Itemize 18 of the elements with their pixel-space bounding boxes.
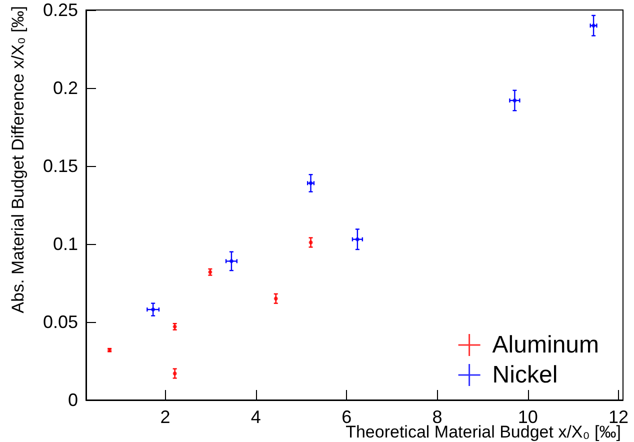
point bbox=[229, 259, 234, 264]
y-tick-label: 0.15 bbox=[42, 156, 78, 176]
point bbox=[512, 98, 517, 102]
y-tick-label: 0.2 bbox=[52, 78, 78, 98]
x-tick-label: 4 bbox=[250, 407, 261, 427]
x-tick-label: 2 bbox=[160, 407, 170, 427]
y-axis-title: Abs. Material Budget Difference x/X₀ [‰] bbox=[8, 6, 28, 314]
point bbox=[172, 371, 177, 376]
point bbox=[274, 296, 278, 301]
point bbox=[151, 308, 156, 312]
point bbox=[308, 240, 313, 244]
point bbox=[355, 237, 360, 242]
y-tick-label: 0.1 bbox=[52, 234, 78, 254]
legend-label: Nickel bbox=[492, 362, 558, 388]
legend-label: Aluminum bbox=[492, 332, 600, 358]
y-tick-label: 0 bbox=[68, 390, 78, 410]
y-tick-label: 0.25 bbox=[42, 0, 78, 20]
y-tick-label: 0.05 bbox=[42, 312, 78, 332]
